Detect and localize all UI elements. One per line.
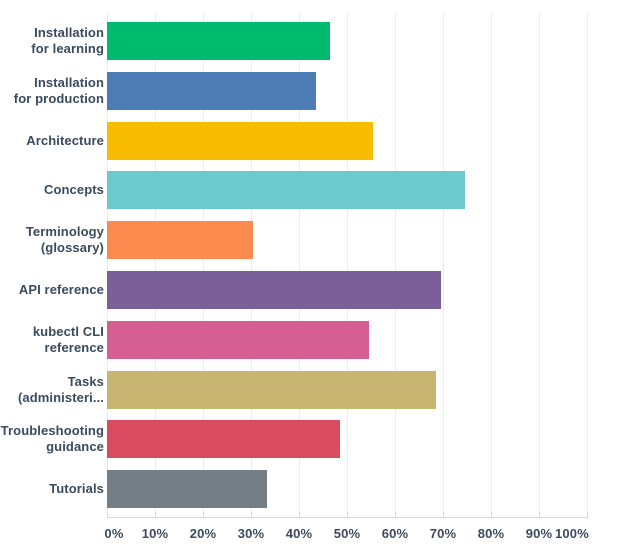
x-tick-label-0: 0% [104,526,124,541]
tick-mark-70 [443,512,444,518]
bar-concepts [107,171,465,210]
plot-area [107,14,588,512]
tick-mark-20 [203,512,204,518]
gridline-10 [155,14,156,512]
bar-tasks-administeri [107,370,436,409]
bar-terminology-glossary [107,221,254,260]
category-labels: Installation for learning Installation for … [0,14,104,512]
category-label-api-reference: API reference [18,282,104,297]
category-label-concepts: Concepts [43,182,104,198]
x-tick-label-70: 70% [429,526,457,541]
x-axis [107,512,588,518]
bar-installation-for-production [107,71,316,110]
tick-mark-10 [155,512,156,518]
bar-kubectl-cli-reference [107,320,369,359]
tick-mark-90 [539,512,540,518]
x-tick-label-60: 60% [381,526,409,541]
x-tick-label-80: 80% [477,526,505,541]
bar-api-reference [107,271,441,309]
gridline-50 [347,14,348,512]
gridline-40 [299,14,300,512]
category-label-kubectl-cli-reference: kubectl CLI reference [32,323,104,355]
x-tick-label-50: 50% [333,526,361,541]
tick-mark-0 [107,512,108,518]
bar-tutorials [107,470,267,509]
tick-mark-50 [347,512,348,518]
category-label-architecture: Architecture [26,132,104,148]
category-label-installation-for-learning: Installation for learning [31,25,104,56]
gridline-90 [539,14,540,512]
x-tick-label-10: 10% [141,526,169,541]
x-tick-label-20: 20% [189,526,217,541]
category-label-tasks-administeri: Tasks (administeri... [17,373,104,405]
tick-mark-30 [251,512,252,518]
tick-mark-100 [587,512,588,518]
category-label-tutorials: Tutorials [49,481,104,497]
bar-architecture [107,121,374,160]
gridline-100 [587,14,588,512]
bar-installation-for-learning [107,22,331,60]
gridline-60 [395,14,396,512]
gridline-30 [251,14,252,512]
tick-mark-80 [491,512,492,518]
tick-mark-40 [299,512,300,518]
category-label-terminology-glossary: Terminology (glossary) [25,224,104,256]
x-tick-label-100: 100% [554,526,589,541]
gridline-80 [491,14,492,512]
x-tick-label-40: 40% [285,526,313,541]
category-label-troubleshooting-guidance: Troubleshooting guidance [0,423,104,455]
gridline-0 [107,14,108,512]
x-tick-label-90: 90% [525,526,553,541]
category-label-installation-for-production: Installation for production [13,74,104,106]
x-tick-label-30: 30% [237,526,265,541]
bar-troubleshooting-guidance [107,420,340,459]
gridline-20 [203,14,204,512]
tick-mark-60 [395,512,396,518]
gridline-70 [443,14,444,512]
